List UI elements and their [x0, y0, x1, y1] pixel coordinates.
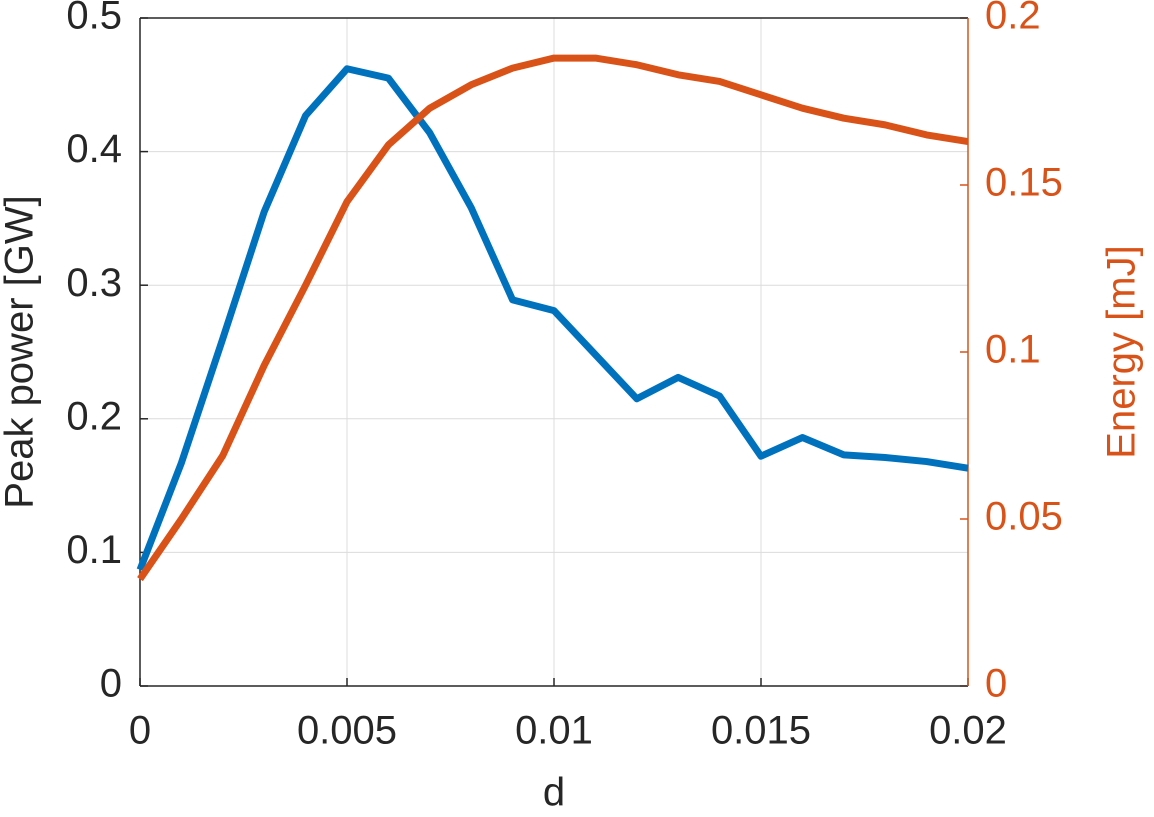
y-tick-label: 0	[100, 662, 122, 706]
y-tick-label: 0.1	[66, 528, 122, 572]
y2-tick-label: 0.05	[985, 495, 1063, 539]
x-tick-label: 0	[129, 709, 151, 753]
x-axis-label: d	[543, 771, 565, 815]
y2-tick-label: 0.2	[985, 0, 1041, 38]
x-tick-label: 0.015	[711, 709, 811, 753]
y2-tick-label: 0.15	[985, 161, 1063, 205]
data-line	[136, 65, 969, 572]
x-tick-label: 0.01	[515, 709, 593, 753]
y-tick-label: 0.3	[66, 261, 122, 305]
x-tick-label: 0.02	[929, 709, 1007, 753]
data-line	[137, 54, 969, 582]
y2-tick-label: 0	[985, 662, 1007, 706]
y-tick-label: 0.4	[66, 127, 122, 171]
y2-axis-label: Energy [mJ]	[1100, 245, 1144, 458]
y-tick-label: 0.5	[66, 0, 122, 38]
y-axis-label: Peak power [GW]	[0, 195, 42, 508]
y2-tick-label: 0.1	[985, 328, 1041, 372]
x-tick-label: 0.005	[297, 709, 397, 753]
y-tick-label: 0.2	[66, 394, 122, 438]
